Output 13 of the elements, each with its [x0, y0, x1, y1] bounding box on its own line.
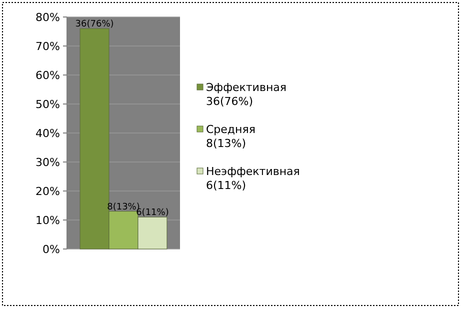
y-tick-label: 10% — [36, 214, 60, 227]
y-tick-label: 20% — [36, 184, 60, 198]
legend-label: Эффективная 36(76%) — [206, 81, 286, 108]
legend-label: Неэффективная 6(11%) — [206, 165, 300, 192]
y-tick-label: 80% — [36, 10, 60, 24]
y-tick-label: 0% — [42, 242, 60, 256]
data-label: 36(76%) — [75, 20, 114, 30]
y-tick-label: 30% — [36, 156, 60, 169]
legend-label: Средняя 8(13%) — [206, 123, 256, 150]
y-tick-label: 50% — [36, 98, 60, 111]
y-tick-label: 70% — [36, 40, 60, 53]
y-tick-label: 40% — [36, 126, 60, 140]
y-tick-label: 60% — [36, 68, 60, 82]
